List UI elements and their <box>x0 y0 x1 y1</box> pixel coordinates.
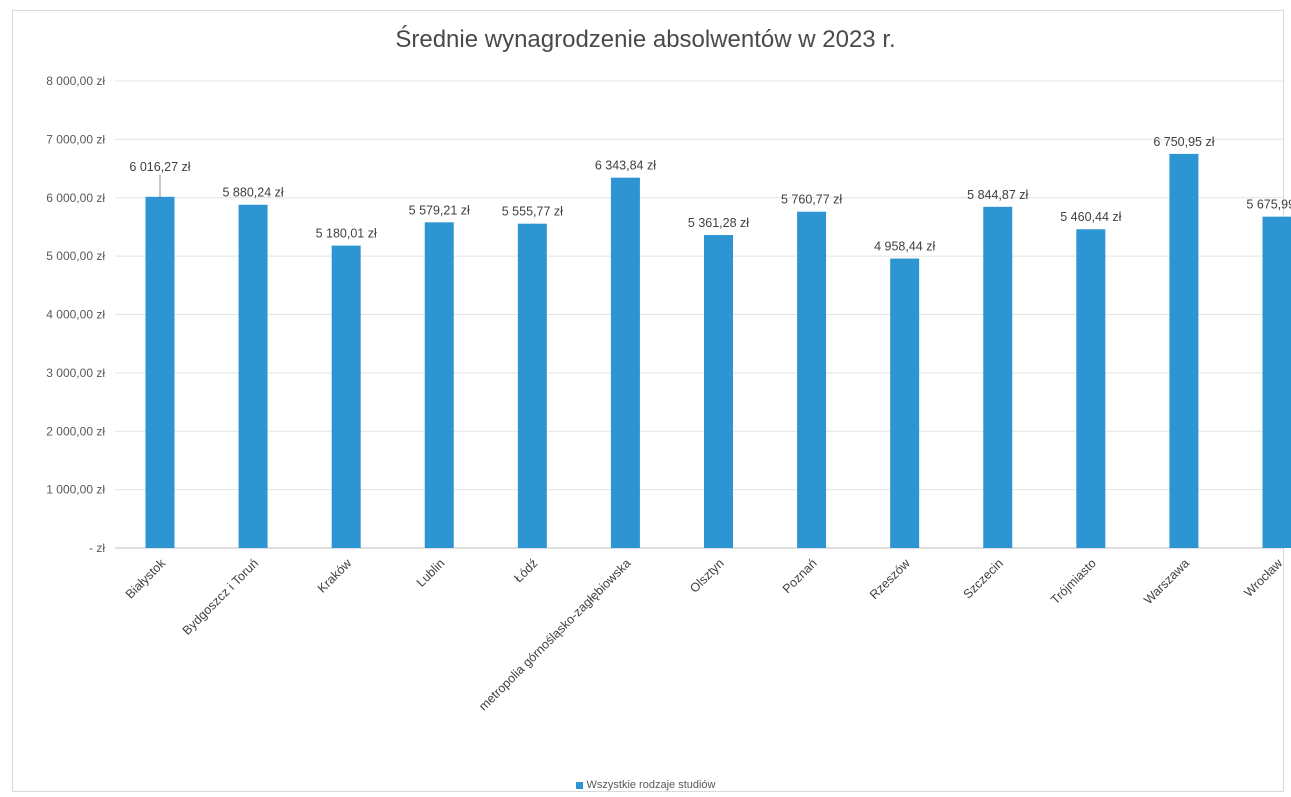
y-tick-label: 3 000,00 zł <box>46 366 105 380</box>
bars <box>145 153 1291 549</box>
y-tick-label: 4 000,00 zł <box>46 308 105 322</box>
y-tick-label: 8 000,00 zł <box>46 74 105 88</box>
y-tick-label: 2 000,00 zł <box>46 424 105 438</box>
y-tick-label: 7 000,00 zł <box>46 132 105 146</box>
bar <box>1076 229 1106 548</box>
legend-swatch <box>575 781 583 789</box>
x-category-label: Rzeszów <box>867 556 913 602</box>
data-label: 5 760,77 zł <box>781 193 842 207</box>
x-category-label: Poznań <box>780 556 820 596</box>
bar <box>610 177 640 548</box>
y-tick-label: 6 000,00 zł <box>46 191 105 205</box>
y-tick-label: - zł <box>89 541 105 555</box>
data-label: 5 460,44 zł <box>1060 210 1121 224</box>
x-category-label: Łódź <box>511 556 540 585</box>
bar <box>797 211 827 548</box>
data-label: 5 555,77 zł <box>502 205 563 219</box>
y-tick-label: 5 000,00 zł <box>46 249 105 263</box>
data-label: 6 016,27 zł <box>129 160 190 174</box>
x-category-label: Bydgoszcz i Toruń <box>180 556 261 637</box>
x-category-label: Trójmiasto <box>1048 556 1099 607</box>
x-category-label: Warszawa <box>1141 556 1192 607</box>
data-label: 5 180,01 zł <box>316 227 377 241</box>
data-labels: 6 016,27 zł 5 880,24 zł 5 180,01 zł 5 579,2… <box>129 135 1291 254</box>
data-label: 5 361,28 zł <box>688 216 749 230</box>
bar <box>890 258 920 548</box>
bar <box>517 223 547 548</box>
x-category-label: Wrocław <box>1241 556 1285 600</box>
bar <box>1169 153 1199 548</box>
gridlines <box>115 80 1283 549</box>
bar <box>331 245 361 548</box>
x-category-label: Olsztyn <box>687 556 726 595</box>
x-axis-categories: Białystok Bydgoszcz i Toruń Kraków Lublin Łó… <box>123 556 1286 714</box>
y-tick-label: 1 000,00 zł <box>46 483 105 497</box>
data-label: 5 579,21 zł <box>409 203 470 217</box>
data-label: 6 750,95 zł <box>1153 135 1214 149</box>
bar <box>983 206 1013 548</box>
bar <box>424 222 454 549</box>
legend-label: Wszystkie rodzaje studiów <box>586 779 716 792</box>
bar <box>1262 216 1291 549</box>
data-label: 5 880,24 zł <box>222 186 283 200</box>
data-label: 4 958,44 zł <box>874 240 935 254</box>
data-label: 5 844,87 zł <box>967 188 1028 202</box>
bar <box>704 235 733 548</box>
x-category-label: Kraków <box>315 556 355 596</box>
x-category-label: Białystok <box>123 556 169 602</box>
x-category-label: Szczecin <box>961 556 1006 601</box>
x-category-label: Lublin <box>414 556 448 590</box>
data-label: 5 675,99 zł <box>1246 198 1291 212</box>
x-category-label: metropolia górnośląsko-zagłębiowska <box>476 556 633 713</box>
legend: Wszystkie rodzaje studiów <box>0 779 1291 791</box>
chart-title: Średnie wynagrodzenie absolwentów w 2023… <box>395 26 896 53</box>
bar <box>145 196 175 548</box>
data-label: 6 343,84 zł <box>595 159 656 173</box>
bar <box>238 204 268 548</box>
y-axis-ticks: - zł 1 000,00 zł 2 000,00 zł 3 000,00 zł 4 0… <box>46 74 105 555</box>
